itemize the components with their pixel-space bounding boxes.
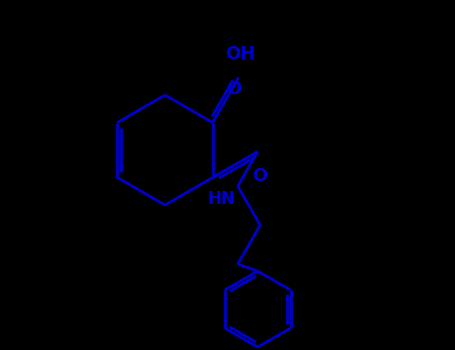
Text: O: O (252, 167, 268, 185)
Text: HN: HN (208, 190, 236, 208)
Text: O: O (227, 80, 242, 98)
Text: OH: OH (226, 46, 256, 63)
